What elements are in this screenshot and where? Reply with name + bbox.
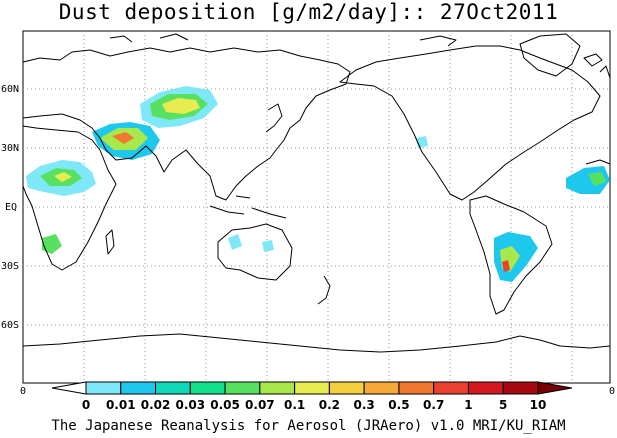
dust-southern-africa: [42, 234, 62, 254]
colorbar: 0 0.01 0.02 0.03 0.05 0.07 0.1 0.2 0.3 0.5 0.7 1 5 10: [51, 381, 573, 412]
colorbar-box: [224, 381, 261, 395]
colorbar-box: [85, 381, 122, 395]
colorbar-box: [433, 381, 469, 395]
dust-arabia-peak: [112, 132, 134, 144]
colorbar-arrow-high: [537, 381, 573, 395]
coast-arctic-islands: [109, 33, 457, 47]
coast-australia: [217, 223, 293, 281]
dust-field: [26, 86, 610, 282]
lat-label-60s: 60S: [1, 320, 19, 331]
coast-greenland: [519, 33, 581, 77]
colorbar-label: 5: [499, 398, 507, 412]
coast-north-america: [339, 45, 601, 201]
colorbar-box: [328, 381, 365, 395]
coast-iceland: [583, 53, 603, 67]
lat-label-60n: 60N: [1, 84, 19, 95]
lat-label-30s: 30S: [1, 261, 19, 272]
colorbar-box: [502, 381, 539, 395]
coast-africa: [22, 125, 117, 271]
dust-south-america-peak: [502, 260, 510, 272]
colorbar-label: 0: [82, 398, 90, 412]
dust-west-africa-peak: [54, 172, 72, 182]
coast-eurasia-south: [22, 113, 277, 201]
coastlines: [22, 33, 611, 353]
coast-antarctica: [22, 333, 611, 353]
colorbar-box: [363, 381, 400, 395]
colorbar-label: 0.1: [284, 398, 305, 412]
coast-uk: [599, 65, 611, 79]
colorbar-box: [189, 381, 226, 395]
colorbar-box: [155, 381, 191, 395]
colorbar-label: 0.5: [388, 398, 409, 412]
coast-new-zealand: [317, 275, 331, 305]
colorbar-label: 10: [530, 398, 547, 412]
colorbar-box: [398, 381, 435, 395]
credit-line: The Japanese Reanalysis for Aerosol (JRA…: [51, 418, 566, 434]
colorbar-box: [467, 381, 504, 395]
colorbar-label: 0.7: [423, 398, 444, 412]
coast-africa-west-edge: [585, 159, 611, 165]
colorbar-label: 0.07: [245, 398, 275, 412]
colorbar-label: 1: [464, 398, 472, 412]
colorbar-box: [259, 381, 296, 395]
lon-edge-label-left: 0: [20, 386, 26, 397]
lon-edge-label-right: 0: [609, 386, 615, 397]
coast-south-america: [469, 195, 553, 315]
colorbar-arrow-low: [51, 381, 87, 395]
dust-atlantic-plume-core: [588, 172, 606, 186]
coast-eurasia-north: [22, 47, 351, 151]
dust-australia: [228, 234, 274, 252]
colorbar-label: 0.3: [354, 398, 375, 412]
colorbar-label: 0.2: [319, 398, 340, 412]
colorbar-label: 0.03: [176, 398, 206, 412]
coast-madagascar: [105, 229, 115, 255]
colorbar-box: [294, 381, 330, 395]
dust-central-asia-mid: [162, 98, 200, 114]
latitude-labels: 60N 30N EQ 30S 60S: [1, 84, 19, 331]
lat-label-30n: 30N: [1, 143, 19, 154]
lat-label-eq: EQ: [5, 202, 17, 213]
colorbar-box: [120, 381, 157, 395]
colorbar-label: 0.01: [106, 398, 136, 412]
colorbar-label: 0.05: [210, 398, 240, 412]
map-title: Dust deposition [g/m2/day]:: 27Oct2011: [58, 0, 559, 24]
coast-indonesia: [209, 195, 287, 219]
colorbar-label: 0.02: [141, 398, 171, 412]
coast-japan: [265, 103, 283, 133]
